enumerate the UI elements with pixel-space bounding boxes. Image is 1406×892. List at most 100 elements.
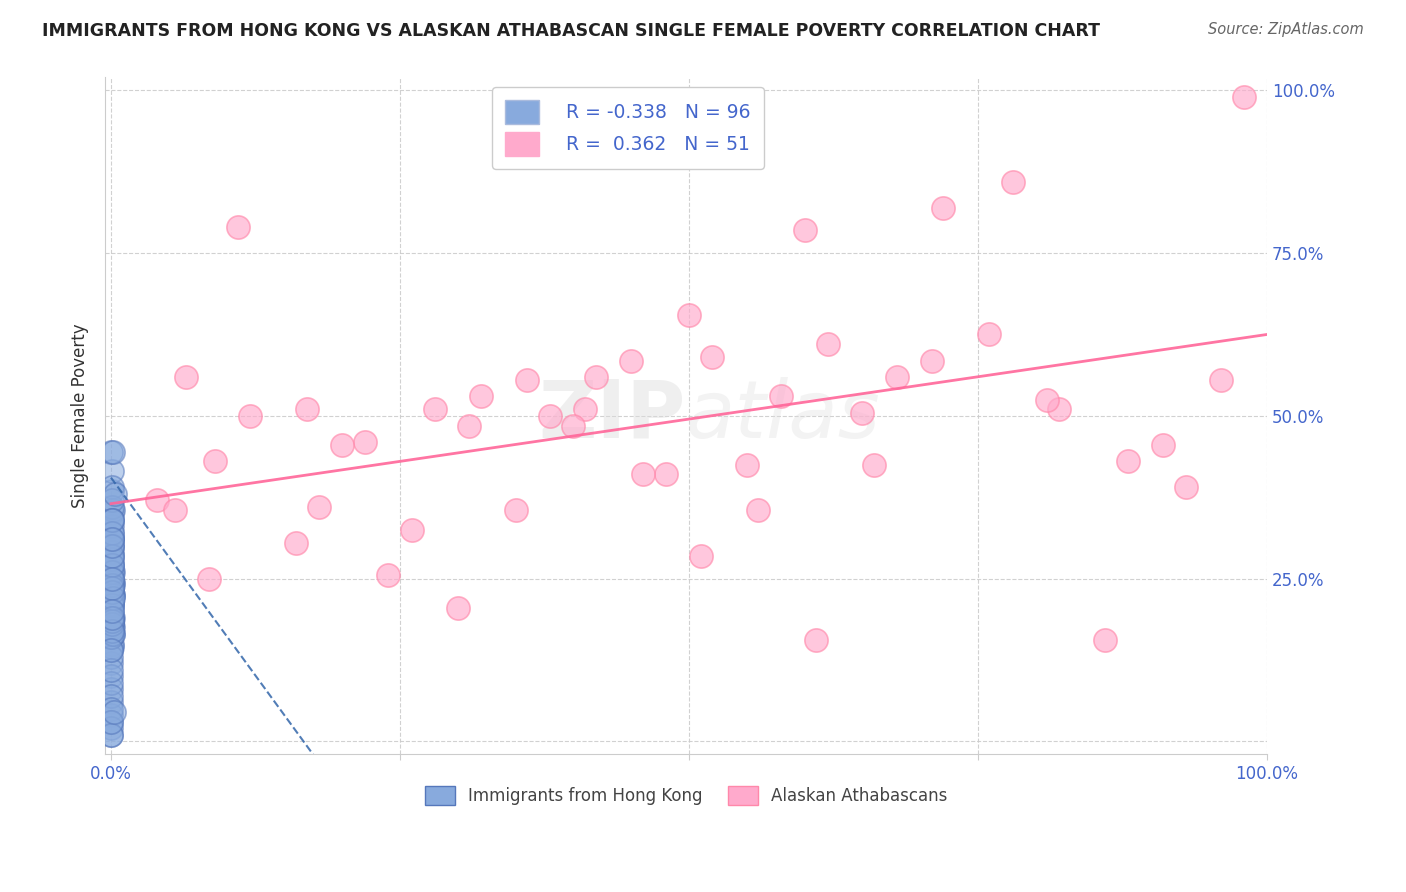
Point: [174, 369, 197, 384]
Point: [100, 598, 122, 612]
Point: [1175, 480, 1198, 494]
Point: [100, 558, 122, 573]
Point: [423, 402, 446, 417]
Point: [103, 591, 125, 605]
Point: [700, 351, 723, 365]
Point: [330, 438, 353, 452]
Point: [100, 578, 122, 592]
Point: [793, 223, 815, 237]
Point: [226, 220, 249, 235]
Point: [100, 708, 122, 723]
Point: [377, 568, 399, 582]
Point: [620, 353, 643, 368]
Point: [1047, 402, 1070, 417]
Point: [1036, 392, 1059, 407]
Point: [146, 493, 169, 508]
Point: [101, 503, 124, 517]
Point: [100, 669, 122, 683]
Point: [100, 689, 122, 703]
Point: [101, 507, 124, 521]
Point: [100, 630, 122, 644]
Point: [100, 728, 122, 742]
Point: [101, 558, 124, 573]
Point: [101, 558, 124, 573]
Point: [101, 533, 124, 547]
Point: [101, 549, 124, 563]
Point: [101, 620, 124, 634]
Point: [204, 454, 226, 468]
Point: [886, 369, 908, 384]
Point: [100, 630, 122, 644]
Point: [100, 598, 122, 612]
Point: [101, 513, 124, 527]
Point: [101, 444, 124, 458]
Point: [100, 643, 122, 657]
Point: [538, 409, 561, 423]
Point: [354, 434, 377, 449]
Point: [308, 500, 330, 514]
Point: [101, 594, 124, 608]
Point: [101, 513, 124, 527]
Point: [100, 610, 122, 624]
Text: Source: ZipAtlas.com: Source: ZipAtlas.com: [1208, 22, 1364, 37]
Point: [562, 418, 585, 433]
Point: [401, 523, 423, 537]
Point: [1233, 90, 1256, 104]
Point: [284, 535, 307, 549]
Point: [101, 539, 124, 553]
Point: [100, 714, 122, 729]
Point: [1152, 438, 1174, 452]
Point: [101, 525, 124, 540]
Point: [100, 649, 122, 664]
Point: [101, 519, 124, 533]
Point: [101, 640, 124, 654]
Point: [1116, 454, 1139, 468]
Point: [101, 572, 124, 586]
Text: atlas: atlas: [686, 376, 880, 455]
Point: [921, 353, 943, 368]
Point: [979, 327, 1001, 342]
Point: [100, 604, 122, 618]
Point: [100, 617, 122, 632]
Point: [101, 578, 124, 592]
Point: [104, 487, 127, 501]
Point: [101, 588, 124, 602]
Point: [689, 549, 711, 563]
Point: [747, 503, 769, 517]
Point: [655, 467, 678, 482]
Point: [101, 614, 124, 628]
Point: [101, 480, 124, 494]
Point: [101, 549, 124, 563]
Legend: Immigrants from Hong Kong, Alaskan Athabascans: Immigrants from Hong Kong, Alaskan Athab…: [416, 778, 956, 814]
Point: [101, 581, 124, 595]
Point: [100, 604, 122, 618]
Point: [101, 525, 124, 540]
Point: [101, 620, 124, 634]
Point: [100, 572, 122, 586]
Point: [101, 598, 124, 612]
Point: [770, 389, 793, 403]
Point: [804, 633, 827, 648]
Point: [101, 617, 124, 632]
Point: [458, 418, 481, 433]
Point: [101, 610, 124, 624]
Point: [101, 572, 124, 586]
Point: [297, 402, 319, 417]
Point: [574, 402, 596, 417]
Point: [585, 369, 607, 384]
Point: [817, 337, 839, 351]
Point: [101, 627, 124, 641]
Point: [100, 663, 122, 677]
Point: [100, 701, 122, 715]
Point: [101, 588, 124, 602]
Point: [101, 552, 124, 566]
Point: [101, 545, 124, 559]
Point: [101, 614, 124, 628]
Point: [101, 533, 124, 547]
Point: [198, 572, 221, 586]
Point: [101, 539, 124, 553]
Point: [101, 565, 124, 579]
Point: [100, 552, 122, 566]
Point: [1094, 633, 1116, 648]
Point: [100, 624, 122, 638]
